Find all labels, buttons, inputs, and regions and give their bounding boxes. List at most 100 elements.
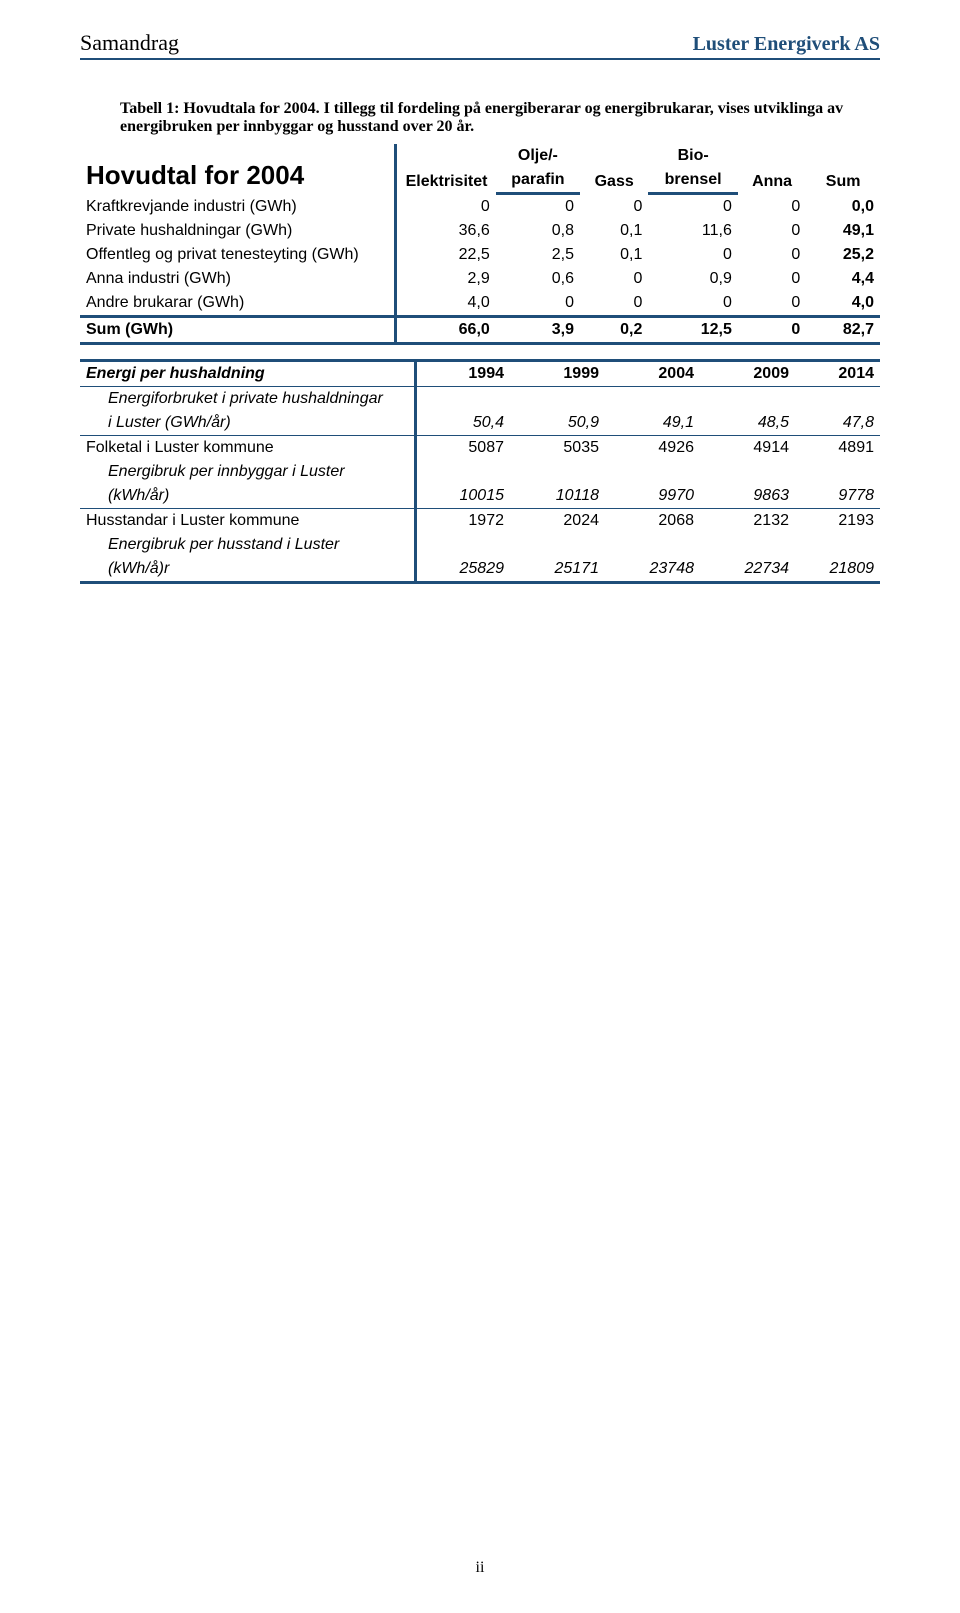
t2-cell: 2193 (795, 509, 880, 534)
t2-cell (700, 460, 795, 484)
col-elektrisitet: Elektrisitet (396, 144, 496, 194)
t2-cell: 22734 (700, 557, 795, 583)
t2-year-0: 1994 (415, 361, 510, 387)
sum-cell: 0 (738, 317, 806, 344)
table-cell: 0 (738, 243, 806, 267)
sum-cell: 12,5 (648, 317, 737, 344)
t2-year-4: 2014 (795, 361, 880, 387)
col-sum: Sum (806, 144, 880, 194)
col-olje-top: Olje/- (496, 144, 580, 168)
t2-cell (510, 387, 605, 412)
table-cell: 0,8 (496, 219, 580, 243)
table-cell: 0 (738, 291, 806, 317)
table-cell: 4,0 (396, 291, 496, 317)
table-cell: 0 (738, 219, 806, 243)
table-cell: 2,5 (496, 243, 580, 267)
sum-row-label: Sum (GWh) (80, 317, 396, 344)
table-cell: 0,0 (806, 194, 880, 220)
table-cell: 0 (580, 267, 648, 291)
page-number: ii (0, 1559, 960, 1577)
table-cell: 0 (738, 267, 806, 291)
col-olje-bot: parafin (496, 168, 580, 194)
table-cell: 36,6 (396, 219, 496, 243)
t2-header-label: Energi per hushaldning (80, 361, 415, 387)
t2-row-label: (kWh/å)r (80, 557, 415, 583)
col-gass: Gass (580, 144, 648, 194)
t2-cell: 49,1 (605, 411, 700, 436)
t2-cell: 2132 (700, 509, 795, 534)
table-cell: 22,5 (396, 243, 496, 267)
sum-cell: 0,2 (580, 317, 648, 344)
sum-cell: 66,0 (396, 317, 496, 344)
t2-cell (700, 533, 795, 557)
t2-cell: 4926 (605, 436, 700, 461)
t2-cell (510, 460, 605, 484)
t2-cell: 50,9 (510, 411, 605, 436)
t2-cell (605, 533, 700, 557)
t2-cell: 2068 (605, 509, 700, 534)
energi-per-hushaldning-table: Energi per hushaldning 1994 1999 2004 20… (80, 359, 880, 584)
table-cell: 0 (648, 291, 737, 317)
page-header: Samandrag Luster Energiverk AS (80, 30, 880, 60)
t2-row-label: (kWh/år) (80, 484, 415, 509)
t2-cell: 50,4 (415, 411, 510, 436)
t2-cell (795, 387, 880, 412)
hovudtal-table: Hovudtal for 2004 Elektrisitet Olje/- Ga… (80, 144, 880, 345)
table-cell: 0 (580, 194, 648, 220)
t2-cell (700, 387, 795, 412)
sum-cell: 3,9 (496, 317, 580, 344)
t2-cell: 9970 (605, 484, 700, 509)
table-cell: 0,9 (648, 267, 737, 291)
table-cell: 4,0 (806, 291, 880, 317)
table-row-label: Private hushaldningar (GWh) (80, 219, 396, 243)
t2-year-3: 2009 (700, 361, 795, 387)
table-cell: 0,1 (580, 243, 648, 267)
t2-cell: 21809 (795, 557, 880, 583)
table-cell: 0 (496, 194, 580, 220)
t2-cell: 4891 (795, 436, 880, 461)
table1-title: Hovudtal for 2004 (80, 144, 396, 194)
table-cell: 11,6 (648, 219, 737, 243)
t2-year-1: 1999 (510, 361, 605, 387)
t2-row-label: Folketal i Luster kommune (80, 436, 415, 461)
table-cell: 2,9 (396, 267, 496, 291)
t2-cell: 4914 (700, 436, 795, 461)
table-cell: 0 (580, 291, 648, 317)
t2-row-label: i Luster (GWh/år) (80, 411, 415, 436)
t2-cell (605, 460, 700, 484)
t2-cell: 25829 (415, 557, 510, 583)
t2-cell: 5035 (510, 436, 605, 461)
t2-cell: 47,8 (795, 411, 880, 436)
t2-cell: 1972 (415, 509, 510, 534)
table-cell: 0 (496, 291, 580, 317)
col-anna: Anna (738, 144, 806, 194)
t2-cell (510, 533, 605, 557)
t2-cell (605, 387, 700, 412)
table-row-label: Andre brukarar (GWh) (80, 291, 396, 317)
t2-row-label: Energibruk per innbyggar i Luster (80, 460, 415, 484)
t2-cell: 9863 (700, 484, 795, 509)
t2-cell (415, 533, 510, 557)
page: Samandrag Luster Energiverk AS Tabell 1:… (0, 0, 960, 1613)
table-cell: 0,1 (580, 219, 648, 243)
table-row-label: Anna industri (GWh) (80, 267, 396, 291)
t2-cell (415, 460, 510, 484)
col-bio-top: Bio- (648, 144, 737, 168)
col-bio-bot: brensel (648, 168, 737, 194)
spacer (80, 345, 880, 359)
table-cell: 25,2 (806, 243, 880, 267)
table-cell: 49,1 (806, 219, 880, 243)
t2-row-label: Energibruk per husstand i Luster (80, 533, 415, 557)
t2-cell (415, 387, 510, 412)
t2-cell: 2024 (510, 509, 605, 534)
t2-cell (795, 533, 880, 557)
t2-cell: 25171 (510, 557, 605, 583)
table-cell: 4,4 (806, 267, 880, 291)
table-cell: 0 (738, 194, 806, 220)
t2-row-label: Husstandar i Luster kommune (80, 509, 415, 534)
company-name: Luster Energiverk AS (693, 33, 880, 56)
sum-cell: 82,7 (806, 317, 880, 344)
t2-year-2: 2004 (605, 361, 700, 387)
t2-cell: 5087 (415, 436, 510, 461)
table-row-label: Kraftkrevjande industri (GWh) (80, 194, 396, 220)
